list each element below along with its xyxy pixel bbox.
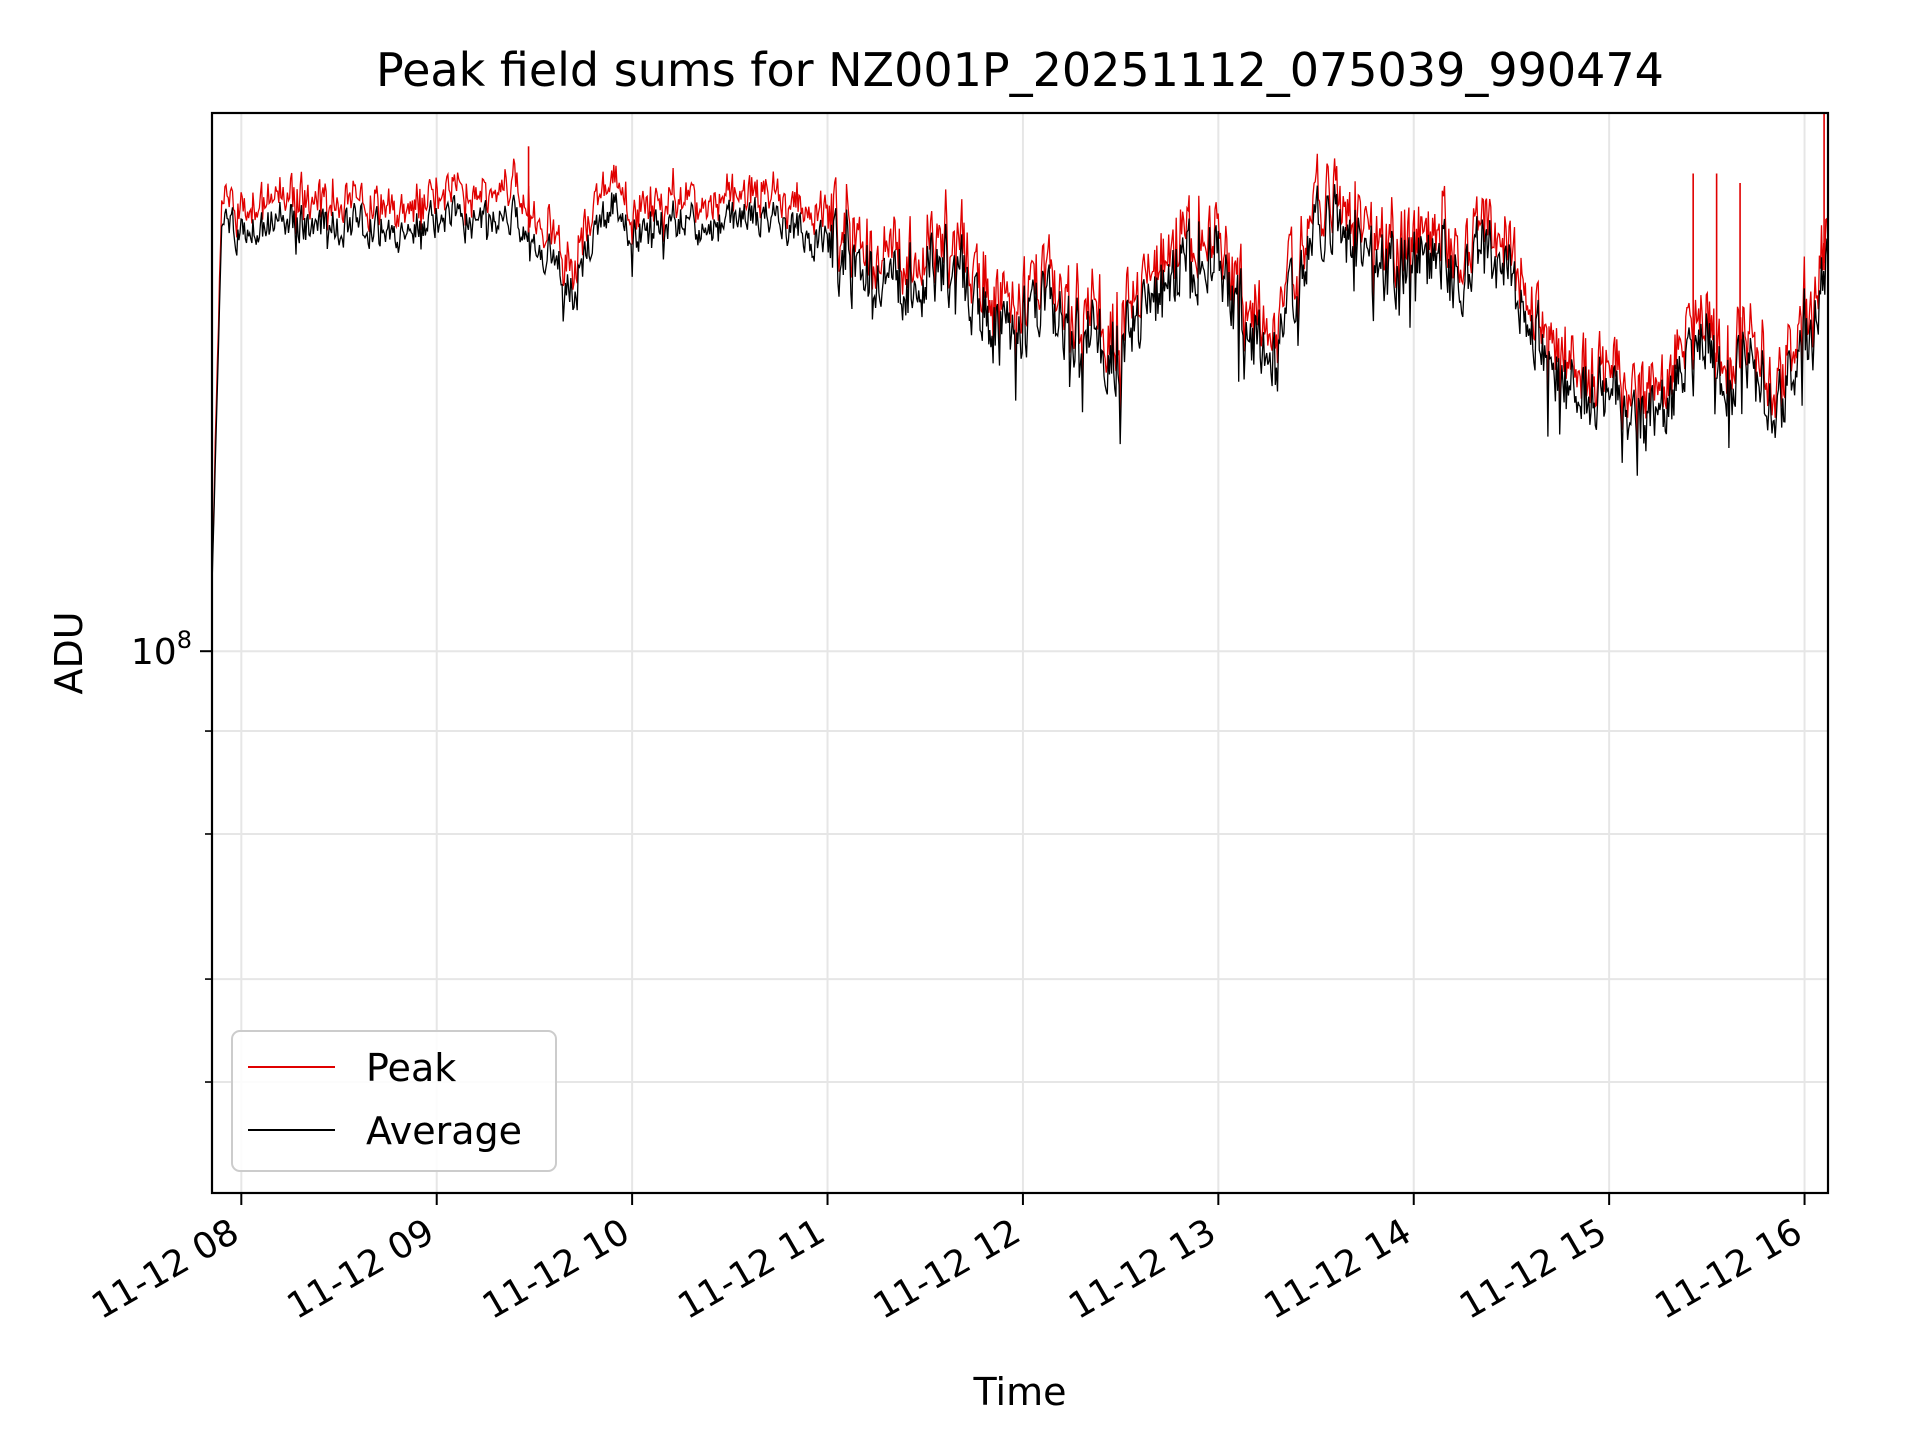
plot-frame <box>210 111 1830 1195</box>
series-line-peak <box>211 153 1829 568</box>
y-tick-base: 10 <box>131 632 177 673</box>
legend-peak-label: Peak <box>366 1046 456 1090</box>
legend: Peak Average <box>231 1030 557 1172</box>
y-tick-label: 108 <box>131 626 192 673</box>
y-axis-label: ADU <box>47 611 91 694</box>
legend-average-label: Average <box>366 1109 522 1153</box>
series-line-average <box>211 184 1829 587</box>
y-tick-exponent: 8 <box>177 626 192 654</box>
chart-title: Peak field sums for NZ001P_20251112_0750… <box>376 43 1664 97</box>
x-axis-label: Time <box>973 1370 1067 1414</box>
plot-series <box>211 113 1829 587</box>
